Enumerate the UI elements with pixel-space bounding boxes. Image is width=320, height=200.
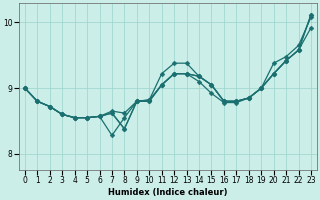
X-axis label: Humidex (Indice chaleur): Humidex (Indice chaleur) [108,188,228,197]
